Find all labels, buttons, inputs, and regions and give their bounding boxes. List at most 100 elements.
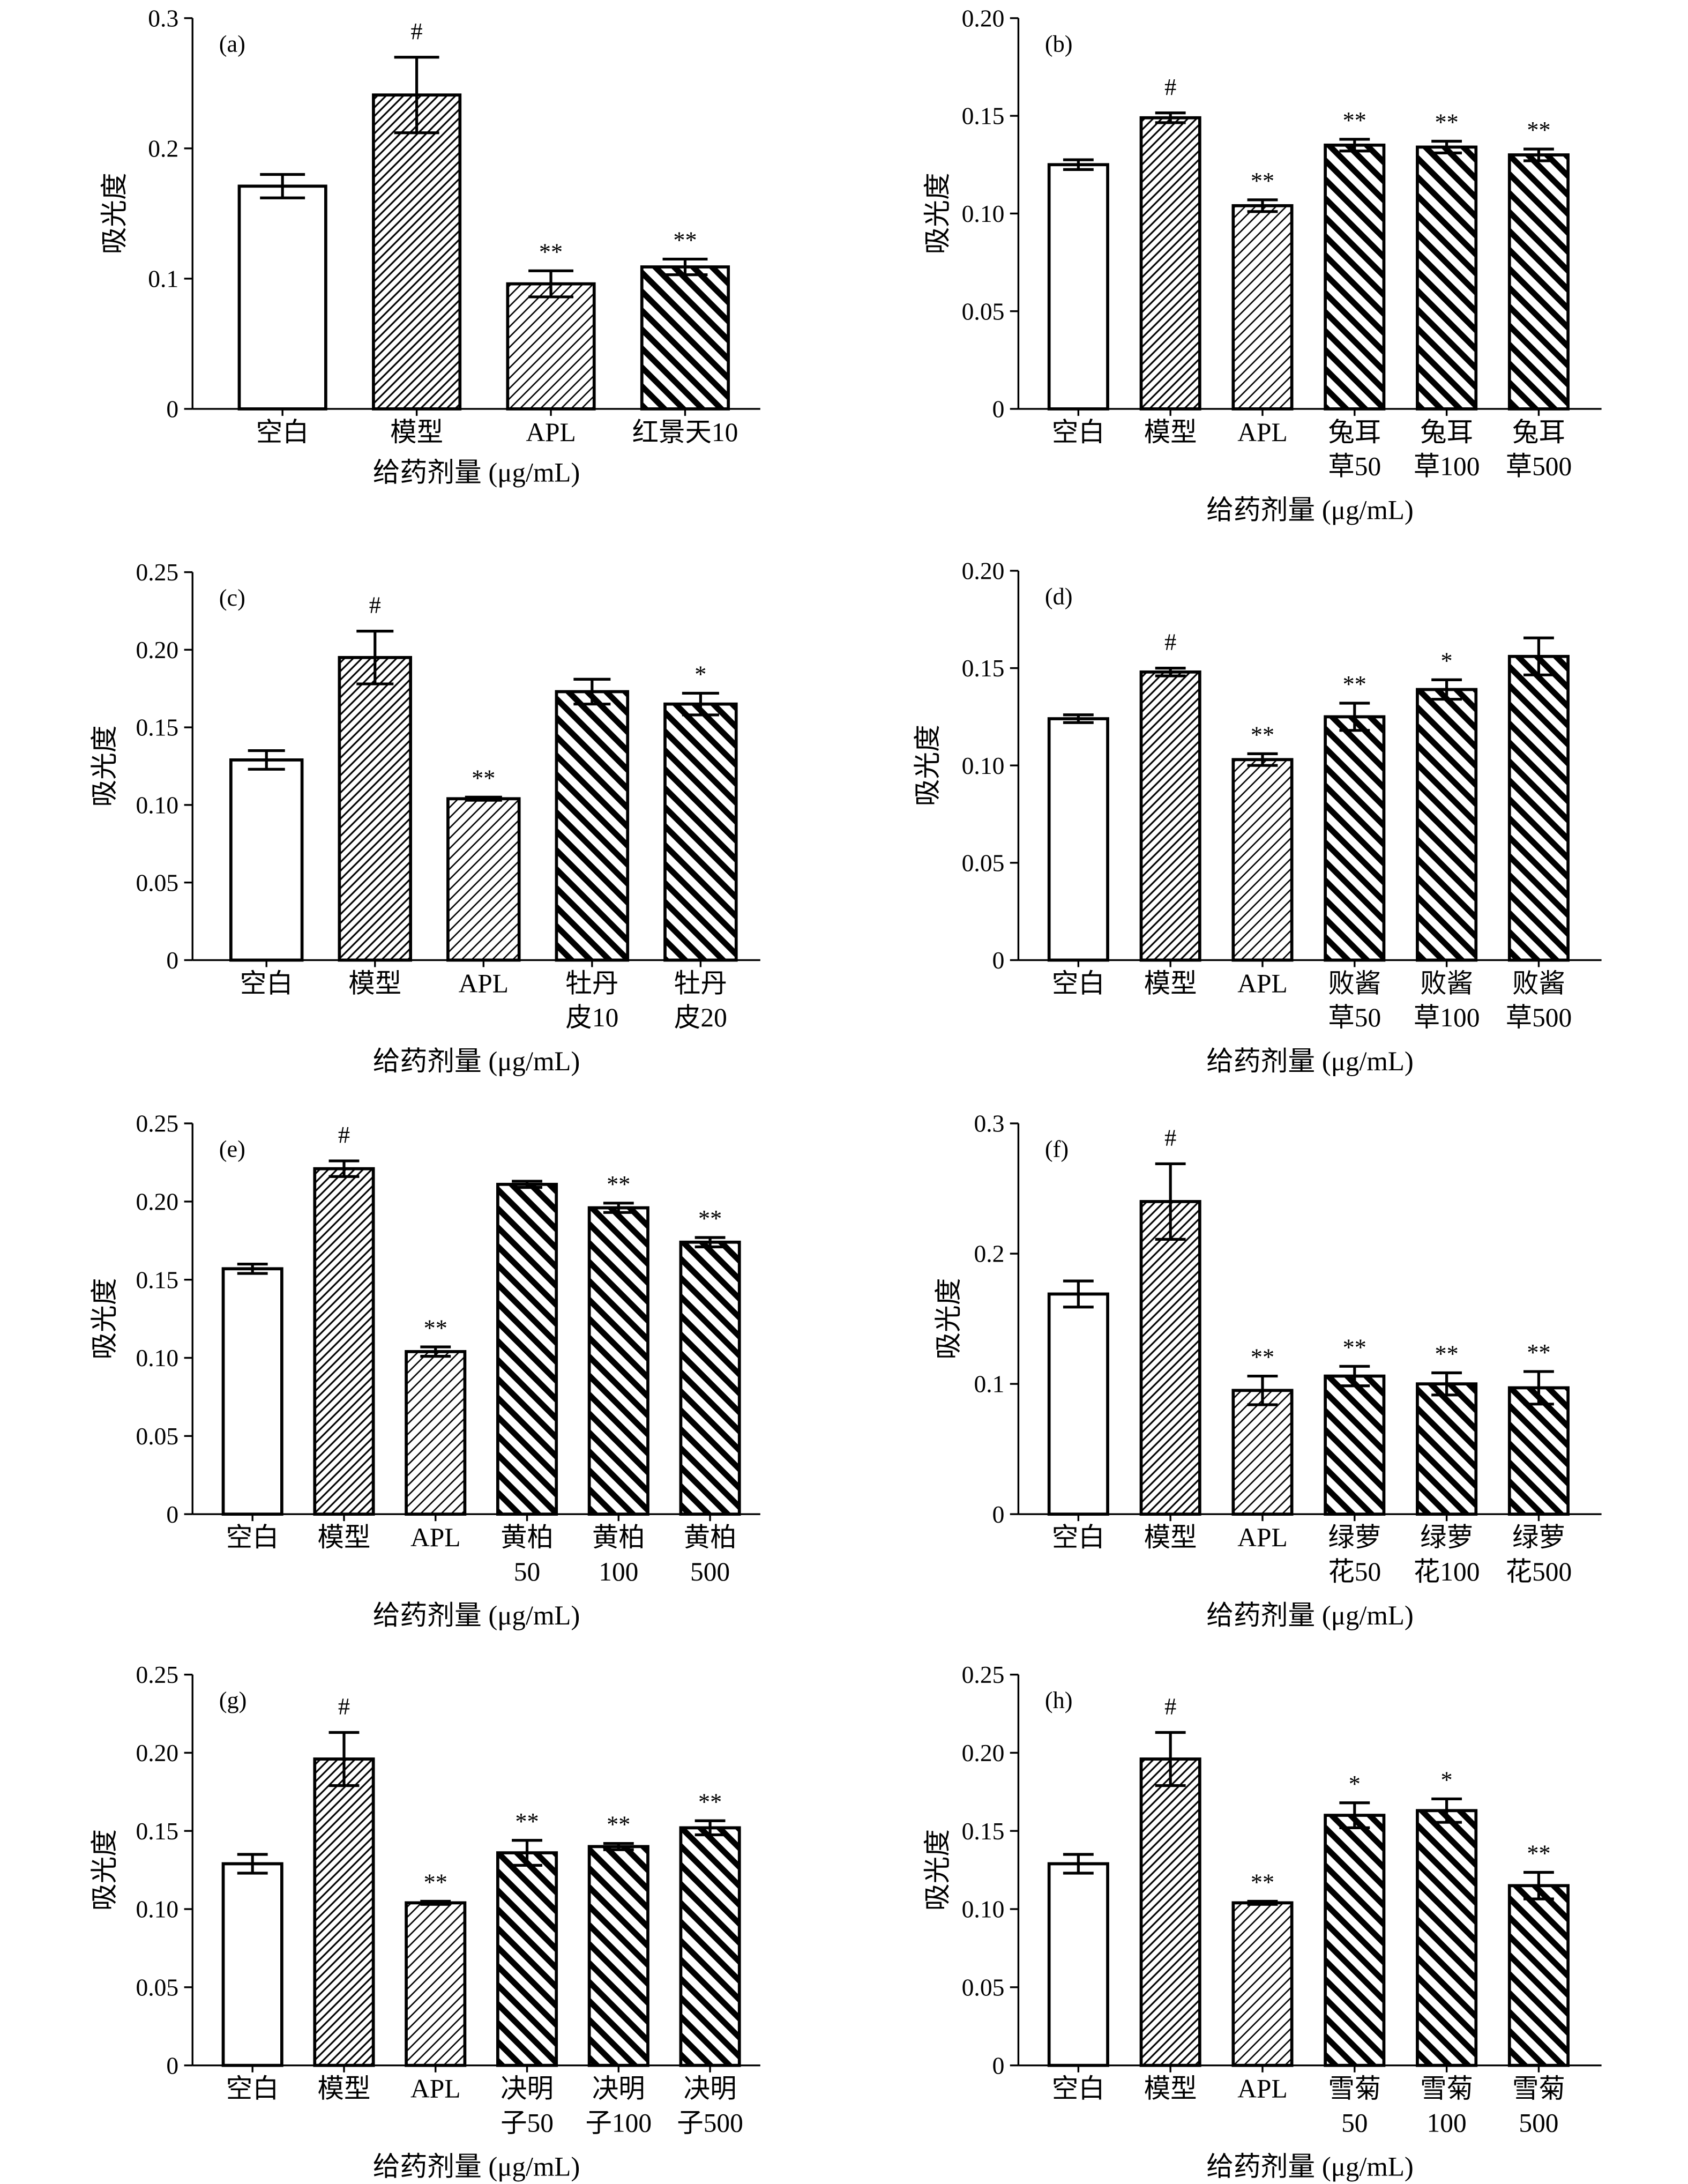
bar [1139, 1200, 1201, 1516]
x-tick-label: 皮20 [674, 1003, 727, 1032]
x-tick-label: 100 [599, 1557, 638, 1586]
x-tick-label: 败酱 [1512, 968, 1565, 998]
x-tick-label: APL [1237, 418, 1287, 447]
y-tick-label: 0.3 [148, 4, 178, 32]
y-tick-label: 0.10 [136, 792, 179, 819]
bar [555, 690, 630, 962]
x-tick-label: 子50 [501, 2108, 554, 2137]
y-tick-label: 0.10 [136, 1896, 179, 1923]
x-axis-label: 给药剂量 (μg/mL) [1206, 1046, 1414, 1076]
bar [1507, 1884, 1570, 2067]
x-tick-label: 草50 [1328, 1003, 1381, 1032]
bar [1139, 116, 1201, 411]
x-tick-label: 黄柏 [684, 1523, 737, 1552]
y-tick-label: 0.05 [136, 1973, 179, 2001]
y-tick-label: 0.25 [136, 1110, 179, 1137]
x-axis-label: 给药剂量 (μg/mL) [373, 457, 580, 487]
x-tick-label: 模型 [1144, 1523, 1197, 1552]
y-tick-label: 0.20 [962, 4, 1005, 32]
x-tick-label: 空白 [256, 418, 309, 447]
x-tick-label: APL [1237, 1523, 1287, 1552]
y-tick-label: 0.05 [136, 869, 179, 896]
significance-marker: # [411, 18, 423, 44]
significance-marker: * [1349, 1771, 1361, 1797]
significance-marker: # [338, 1694, 350, 1720]
x-tick-label: 模型 [348, 968, 401, 998]
y-tick-label: 0 [992, 946, 1005, 974]
y-tick-label: 0.15 [136, 1266, 179, 1293]
y-tick-label: 0.2 [974, 1240, 1004, 1268]
x-tick-label: APL [459, 968, 509, 998]
y-tick-label: 0.15 [962, 1817, 1005, 1845]
x-tick-label: 牡丹 [565, 968, 618, 998]
y-tick-label: 0.05 [136, 1422, 179, 1450]
x-tick-label: APL [1237, 2074, 1287, 2104]
x-tick-label: 模型 [318, 2074, 371, 2104]
bar [446, 797, 521, 962]
x-axis-label: 给药剂量 (μg/mL) [373, 1600, 580, 1630]
x-tick-label: 空白 [1052, 418, 1105, 447]
y-tick-label: 0 [166, 946, 178, 974]
y-tick-label: 0.15 [962, 654, 1005, 682]
significance-marker: ** [607, 1812, 630, 1838]
significance-marker: ** [1343, 671, 1366, 697]
x-tick-label: 草100 [1414, 452, 1480, 481]
bar [1507, 1386, 1570, 1516]
bar [221, 1267, 283, 1516]
bar [587, 1206, 649, 1516]
y-axis-label: 吸光度 [99, 173, 129, 254]
bar [1231, 204, 1294, 411]
significance-marker: ** [539, 238, 563, 265]
x-tick-label: 花500 [1506, 1557, 1572, 1586]
x-tick-label: 草500 [1506, 452, 1572, 481]
y-tick-label: 0.25 [136, 558, 179, 586]
y-tick-label: 0.2 [148, 135, 178, 162]
significance-marker: ** [472, 765, 495, 792]
x-tick-label: 草500 [1506, 1003, 1572, 1032]
bar [1231, 758, 1294, 962]
x-tick-label: 绿萝 [1420, 1523, 1473, 1552]
bar [1139, 670, 1201, 962]
bar [1507, 153, 1570, 411]
y-tick-label: 0.20 [962, 1739, 1005, 1766]
bar [1139, 1757, 1201, 2067]
y-tick-label: 0.20 [136, 1739, 179, 1766]
x-tick-label: 模型 [318, 1523, 371, 1552]
y-tick-label: 0.10 [962, 1896, 1005, 1923]
x-tick-label: 决明 [501, 2074, 554, 2104]
significance-marker: # [1164, 74, 1176, 100]
y-axis-label: 吸光度 [933, 1278, 963, 1359]
x-tick-label: 模型 [390, 418, 443, 447]
bar [313, 1757, 375, 2067]
y-tick-label: 0.05 [962, 297, 1005, 325]
panel-label: (f) [1045, 1136, 1069, 1162]
y-tick-label: 0 [166, 396, 178, 423]
x-tick-label: 100 [1427, 2108, 1467, 2137]
y-axis-label: 吸光度 [89, 1829, 119, 1911]
y-tick-label: 0.20 [962, 557, 1005, 585]
y-tick-label: 0 [166, 2052, 178, 2079]
bar [1231, 1389, 1294, 1516]
panel-label: (a) [219, 31, 245, 57]
y-tick-label: 0.10 [136, 1344, 179, 1371]
x-tick-label: 空白 [240, 968, 293, 998]
significance-marker: ** [515, 1808, 539, 1835]
y-tick-label: 0.25 [136, 1661, 179, 1688]
bar [1324, 143, 1386, 411]
bar [496, 1851, 558, 2067]
x-axis-label: 给药剂量 (μg/mL) [1206, 495, 1414, 525]
y-axis-label: 吸光度 [89, 1278, 119, 1359]
panel-label: (g) [219, 1687, 247, 1713]
y-tick-label: 0 [166, 1501, 178, 1528]
x-tick-label: 兔耳 [1328, 418, 1381, 447]
significance-marker: ** [1343, 107, 1366, 133]
x-axis-label: 给药剂量 (μg/mL) [1206, 2151, 1414, 2181]
significance-marker: ** [1251, 1344, 1274, 1370]
significance-marker: ** [1527, 1840, 1550, 1867]
bar [663, 702, 738, 962]
x-tick-label: 草100 [1414, 1003, 1480, 1032]
bar [1324, 1374, 1386, 1516]
